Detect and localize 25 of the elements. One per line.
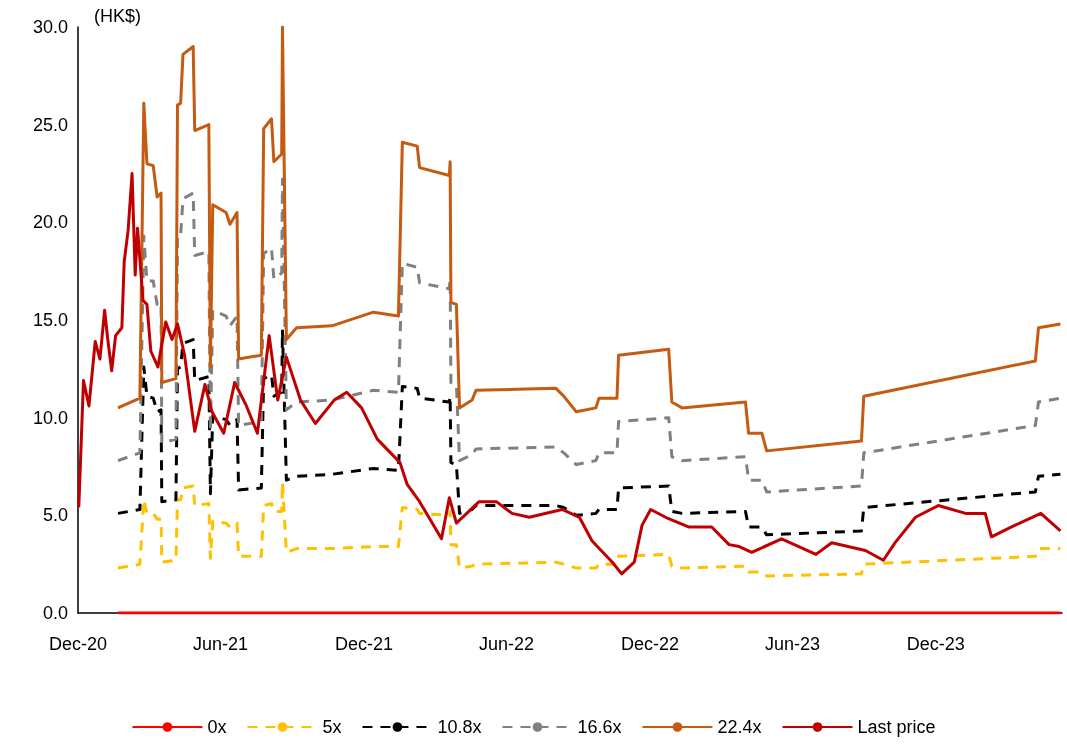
- y-tick-label: 10.0: [32, 407, 68, 428]
- x-tick-label: Dec-20: [48, 634, 108, 654]
- y-tick-label: 0.0: [42, 603, 68, 623]
- x-tick-label: Jun-21: [193, 634, 249, 654]
- line-series: [116, 177, 1062, 494]
- line-series: [77, 172, 1062, 576]
- y-tick-label: 15.0: [32, 310, 68, 330]
- legend-label: Last price: [857, 717, 936, 737]
- x-tick-label: Dec-23: [906, 634, 965, 654]
- y-tick-label: 25.0: [32, 114, 68, 135]
- y-tick-label: 5.0: [42, 505, 68, 526]
- y-axis-title: (HK$): [94, 6, 142, 26]
- legend-label: 10.8x: [437, 717, 482, 737]
- line-series: [116, 25, 1062, 453]
- legend-label: 22.4x: [717, 717, 762, 737]
- x-tick-label: Jun-22: [479, 634, 535, 654]
- x-tick-label: Jun-23: [764, 634, 821, 654]
- x-tick-label: Dec-22: [620, 634, 679, 654]
- line-series: [116, 328, 1062, 537]
- y-tick-label: 20.0: [32, 212, 68, 233]
- legend-label: 16.6x: [577, 717, 622, 737]
- legend-label: 0x: [207, 717, 227, 737]
- legend-label: 5x: [322, 717, 342, 737]
- x-tick-label: Dec-21: [334, 634, 393, 654]
- y-tick-label: 30.0: [32, 17, 68, 37]
